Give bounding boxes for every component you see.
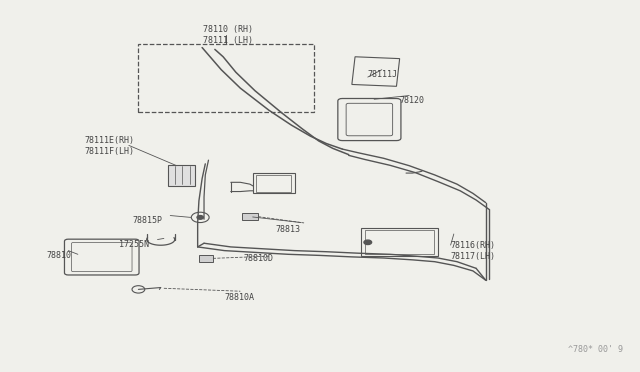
Text: 78810: 78810 xyxy=(46,251,71,260)
Bar xyxy=(138,44,314,112)
Text: 78111J: 78111J xyxy=(368,70,398,79)
Bar xyxy=(168,164,195,186)
Text: 78116(RH)
78117(LH): 78116(RH) 78117(LH) xyxy=(451,241,495,261)
Text: 78110 (RH)
78111 (LH): 78110 (RH) 78111 (LH) xyxy=(203,25,253,45)
Circle shape xyxy=(364,240,372,244)
Bar xyxy=(365,230,434,254)
Text: ^780* 00' 9: ^780* 00' 9 xyxy=(568,345,623,354)
Bar xyxy=(362,228,438,256)
Text: 78810A: 78810A xyxy=(225,293,255,302)
Text: 78815P: 78815P xyxy=(132,215,162,225)
Text: 78111E(RH)
78111F(LH): 78111E(RH) 78111F(LH) xyxy=(84,136,134,155)
Text: 78810D: 78810D xyxy=(244,254,273,263)
Bar xyxy=(256,175,291,192)
Text: 78120: 78120 xyxy=(399,96,425,105)
Bar xyxy=(199,255,213,262)
Bar xyxy=(243,213,258,220)
Text: 17255N: 17255N xyxy=(119,240,149,248)
Bar xyxy=(253,173,294,193)
Circle shape xyxy=(197,215,204,219)
Text: 78813: 78813 xyxy=(275,225,300,234)
